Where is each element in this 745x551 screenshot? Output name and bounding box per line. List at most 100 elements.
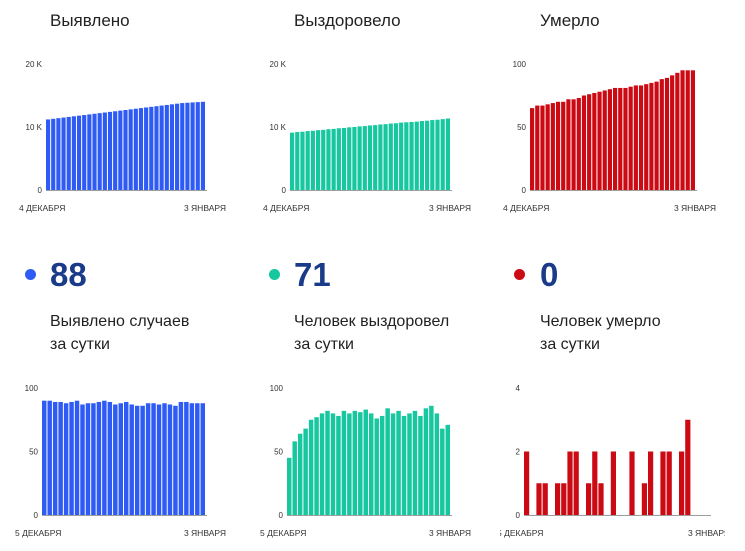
- bar: [113, 111, 118, 190]
- y-tick-label: 0: [516, 511, 521, 520]
- bar: [540, 105, 545, 190]
- bar: [404, 122, 409, 190]
- x-start-label: 5 ДЕКАБРЯ: [260, 528, 306, 538]
- bar: [102, 112, 107, 190]
- bar: [173, 405, 178, 515]
- bar: [91, 403, 96, 515]
- bar: [52, 401, 58, 515]
- x-end-label: 3 ЯНВАРЯ: [184, 528, 226, 538]
- bar: [118, 403, 123, 515]
- bar: [685, 70, 690, 190]
- bar: [357, 126, 362, 190]
- bar: [138, 108, 144, 190]
- bar: [670, 75, 675, 190]
- bar: [336, 128, 341, 190]
- bar: [341, 127, 347, 190]
- bar: [358, 412, 363, 515]
- bar: [524, 451, 530, 515]
- bar: [321, 129, 326, 190]
- bar: [385, 408, 390, 515]
- bar: [369, 413, 374, 515]
- bar: [96, 401, 102, 515]
- bar: [536, 483, 542, 515]
- bar: [189, 403, 195, 515]
- bar: [530, 108, 535, 190]
- bar: [292, 441, 297, 515]
- bar: [412, 410, 418, 515]
- bar: [654, 81, 659, 190]
- bar: [326, 129, 331, 190]
- bar: [602, 90, 607, 190]
- x-end-label: 3 ЯНВАРЯ: [429, 528, 471, 538]
- bar: [660, 451, 666, 515]
- x-start-label: 5 ДЕКАБРЯ: [15, 528, 61, 538]
- bar: [200, 101, 205, 190]
- chart-detected-cumulative: 0 10 K 20 K 4 ДЕКАБРЯ 3 ЯНВАРЯ: [19, 60, 226, 213]
- bar: [82, 115, 87, 190]
- title-detected: Выявлено: [50, 11, 130, 30]
- bar: [618, 87, 623, 190]
- title-died: Умерло: [540, 11, 600, 30]
- chart-detected-daily: 0 50 100 5 ДЕКАБРЯ 3 ЯНВАРЯ: [15, 384, 226, 538]
- bar: [319, 413, 325, 515]
- bar: [423, 408, 429, 515]
- bar: [46, 119, 51, 190]
- bar: [401, 415, 407, 515]
- died-label-line2: за сутки: [540, 336, 600, 353]
- bar: [623, 87, 628, 190]
- bar: [300, 131, 305, 190]
- bar: [425, 120, 430, 190]
- x-start-label: 5 ДЕКАБРЯ: [500, 528, 543, 538]
- bar: [675, 72, 680, 190]
- bar: [71, 116, 76, 190]
- bar: [679, 451, 685, 515]
- bar: [393, 123, 399, 190]
- recovered-dot: [269, 269, 280, 280]
- y-tick-label: 0: [34, 511, 39, 520]
- bar: [567, 451, 573, 515]
- y-tick-label: 20 K: [270, 60, 287, 69]
- bar: [164, 104, 169, 190]
- recovered-value: 71: [294, 256, 331, 293]
- chart-recovered-daily: 0 50 100 5 ДЕКАБРЯ 3 ЯНВАРЯ: [260, 384, 471, 538]
- bar: [613, 87, 618, 190]
- y-tick-label: 100: [513, 60, 527, 69]
- bar: [409, 121, 414, 190]
- bar: [542, 483, 548, 515]
- x-start-label: 4 ДЕКАБРЯ: [503, 203, 549, 213]
- bar: [66, 116, 71, 190]
- y-tick-label: 0: [522, 186, 527, 195]
- bar: [167, 404, 173, 515]
- y-tick-label: 100: [25, 384, 39, 393]
- bar: [649, 82, 654, 190]
- bar: [314, 417, 319, 515]
- bar: [295, 132, 300, 190]
- bar: [347, 127, 352, 190]
- bar: [56, 118, 61, 190]
- x-end-label: 3 ЯНВАРЯ: [429, 203, 471, 213]
- bar: [352, 127, 357, 190]
- bar: [140, 405, 145, 515]
- bar: [169, 104, 175, 190]
- bar: [331, 128, 336, 190]
- bar: [185, 102, 190, 190]
- bar: [190, 102, 195, 190]
- bar: [440, 119, 445, 191]
- bar: [610, 451, 616, 515]
- x-start-label: 4 ДЕКАБРЯ: [19, 203, 65, 213]
- bar: [648, 451, 654, 515]
- bar: [134, 405, 140, 515]
- y-tick-label: 0: [38, 186, 43, 195]
- bar: [566, 99, 571, 190]
- y-tick-label: 50: [29, 448, 38, 457]
- bar: [592, 451, 598, 515]
- bar: [545, 104, 550, 190]
- bar: [305, 131, 310, 190]
- died-value: 0: [540, 256, 559, 293]
- bar: [336, 415, 341, 515]
- bar: [151, 403, 156, 515]
- y-tick-label: 10 K: [26, 123, 43, 132]
- bar: [352, 410, 358, 515]
- bar: [571, 99, 576, 190]
- bar: [58, 401, 63, 515]
